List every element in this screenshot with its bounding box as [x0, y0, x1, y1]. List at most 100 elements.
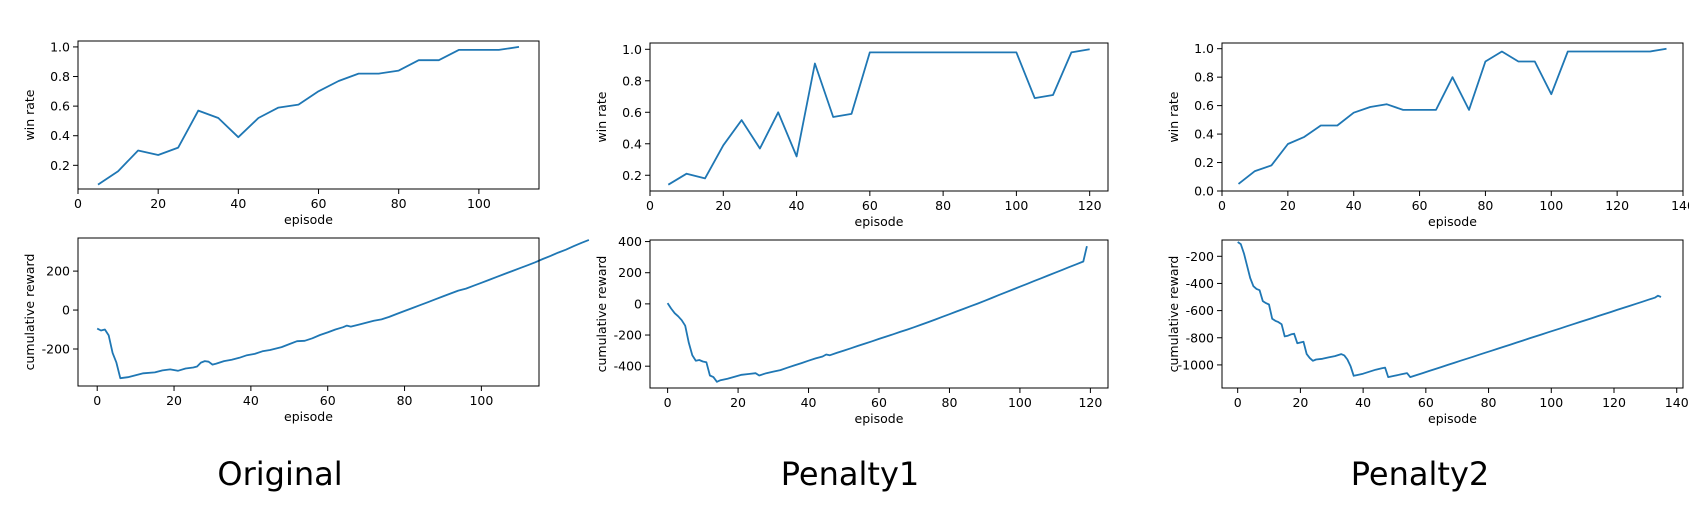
series-line [97, 46, 520, 186]
x-tick-label: 100 [1004, 198, 1028, 213]
x-tick-label: 0 [646, 198, 654, 213]
x-tick-label: 100 [1008, 395, 1032, 410]
x-tick-label: 80 [397, 393, 413, 408]
series-line [1237, 241, 1662, 378]
x-tick-label: 80 [1481, 395, 1497, 410]
series-line [667, 48, 1090, 186]
y-tick-label: 0.6 [622, 105, 642, 120]
y-axis-label: cumulative reward [22, 254, 37, 371]
y-tick-label: -600 [1186, 303, 1214, 318]
x-axis-label: episode [1428, 411, 1477, 426]
chart-4: 0 20 40 60 80 100 -200 0 200 episode cumulative re… [22, 237, 590, 424]
chart-5: 0 20 40 60 80 100 120 -400 -200 0 200 400 episode cum… [594, 234, 1109, 426]
y-tick-label: 0.8 [1194, 70, 1214, 85]
plot-frame [1221, 239, 1684, 389]
y-axis-label: win rate [1166, 91, 1181, 142]
x-tick-label: 20 [730, 395, 746, 410]
x-tick-label: 60 [871, 395, 887, 410]
x-tick-label: 120 [1605, 198, 1629, 213]
x-tick-label: 120 [1078, 395, 1102, 410]
x-tick-label: 80 [935, 198, 951, 213]
x-tick-label: 40 [789, 198, 805, 213]
x-tick-label: 20 [715, 198, 731, 213]
y-axis-label: win rate [22, 89, 37, 140]
x-tick-label: 20 [150, 196, 166, 211]
x-tick-label: 60 [311, 196, 327, 211]
y-tick-label: 0.4 [622, 136, 642, 151]
x-tick-label: 60 [1418, 395, 1434, 410]
y-axis-label: cumulative reward [594, 256, 609, 373]
x-tick-label: 40 [1346, 198, 1362, 213]
x-tick-label: 40 [1355, 395, 1371, 410]
x-tick-label: 140 [1665, 395, 1689, 410]
x-tick-label: 0 [1218, 198, 1226, 213]
y-tick-label: 400 [618, 234, 642, 249]
x-axis-label: episode [284, 212, 333, 227]
x-tick-label: 80 [1477, 198, 1493, 213]
y-tick-label: -1000 [1178, 357, 1214, 372]
y-tick-label: 0.6 [1194, 98, 1214, 113]
y-tick-label: -800 [1186, 330, 1214, 345]
y-tick-label: 0 [634, 296, 642, 311]
y-tick-label: 0.2 [1194, 155, 1214, 170]
y-tick-label: 0.6 [50, 99, 70, 114]
x-tick-label: 140 [1671, 198, 1689, 213]
chart-3: 0 20 40 60 80 100 120 140 0.0 0.2 0.4 0.6 0.8 1.0 epis… [1166, 41, 1689, 229]
y-tick-label: 0.0 [1194, 184, 1214, 199]
y-tick-label: 1.0 [1194, 41, 1214, 56]
chart-2: 0 20 40 60 80 100 120 0.2 0.4 0.6 0.8 1.0 episode win… [594, 42, 1109, 229]
x-tick-label: 120 [1078, 198, 1102, 213]
x-tick-label: 40 [801, 395, 817, 410]
y-axis-label: cumulative reward [1166, 256, 1181, 373]
y-tick-label: 0.8 [50, 69, 70, 84]
plot-frame [649, 239, 1109, 389]
y-tick-label: -400 [1186, 276, 1214, 291]
x-tick-label: 100 [469, 393, 493, 408]
x-tick-label: 60 [1412, 198, 1428, 213]
x-tick-label: 0 [1234, 395, 1242, 410]
x-axis-label: episode [855, 214, 904, 229]
series-line [666, 245, 1088, 383]
y-tick-label: -200 [1186, 249, 1214, 264]
plot-frame [77, 237, 540, 387]
x-tick-label: 0 [93, 393, 101, 408]
y-tick-label: -400 [614, 359, 642, 374]
caption-penalty1: Penalty1 [780, 455, 920, 493]
plot-frame [1221, 42, 1684, 192]
y-tick-label: 200 [618, 265, 642, 280]
y-tick-label: 1.0 [622, 42, 642, 57]
x-tick-label: 20 [166, 393, 182, 408]
x-tick-label: 80 [942, 395, 958, 410]
x-tick-label: 60 [320, 393, 336, 408]
caption-penalty2: Penalty2 [1350, 455, 1490, 493]
x-tick-label: 0 [664, 395, 672, 410]
chart-6: 0 20 40 60 80 100 120 140 -1000 -800 -600 -400 -200 e… [1166, 239, 1689, 426]
x-tick-label: 100 [467, 196, 491, 211]
x-axis-label: episode [855, 411, 904, 426]
y-tick-label: -200 [614, 328, 642, 343]
series-line [96, 239, 590, 380]
x-tick-label: 20 [1280, 198, 1296, 213]
x-tick-label: 20 [1292, 395, 1308, 410]
x-tick-label: 40 [243, 393, 259, 408]
plot-frame [77, 40, 540, 190]
x-tick-label: 0 [74, 196, 82, 211]
x-tick-label: 40 [230, 196, 246, 211]
y-tick-label: 0.8 [622, 73, 642, 88]
x-tick-label: 60 [862, 198, 878, 213]
x-tick-label: 100 [1539, 198, 1563, 213]
x-axis-label: episode [284, 409, 333, 424]
plot-frame [649, 42, 1109, 192]
y-tick-label: 0 [62, 303, 70, 318]
y-tick-label: 0.2 [622, 168, 642, 183]
series-line [1237, 47, 1667, 185]
x-tick-label: 100 [1539, 395, 1563, 410]
x-tick-label: 120 [1602, 395, 1626, 410]
y-tick-label: 0.4 [1194, 127, 1214, 142]
y-tick-label: 0.2 [50, 158, 70, 173]
x-tick-label: 80 [391, 196, 407, 211]
caption-original: Original [217, 455, 343, 493]
x-axis-label: episode [1428, 214, 1477, 229]
chart-1: 0 20 40 60 80 100 0.2 0.4 0.6 0.8 1.0 episode win ra… [22, 39, 540, 227]
